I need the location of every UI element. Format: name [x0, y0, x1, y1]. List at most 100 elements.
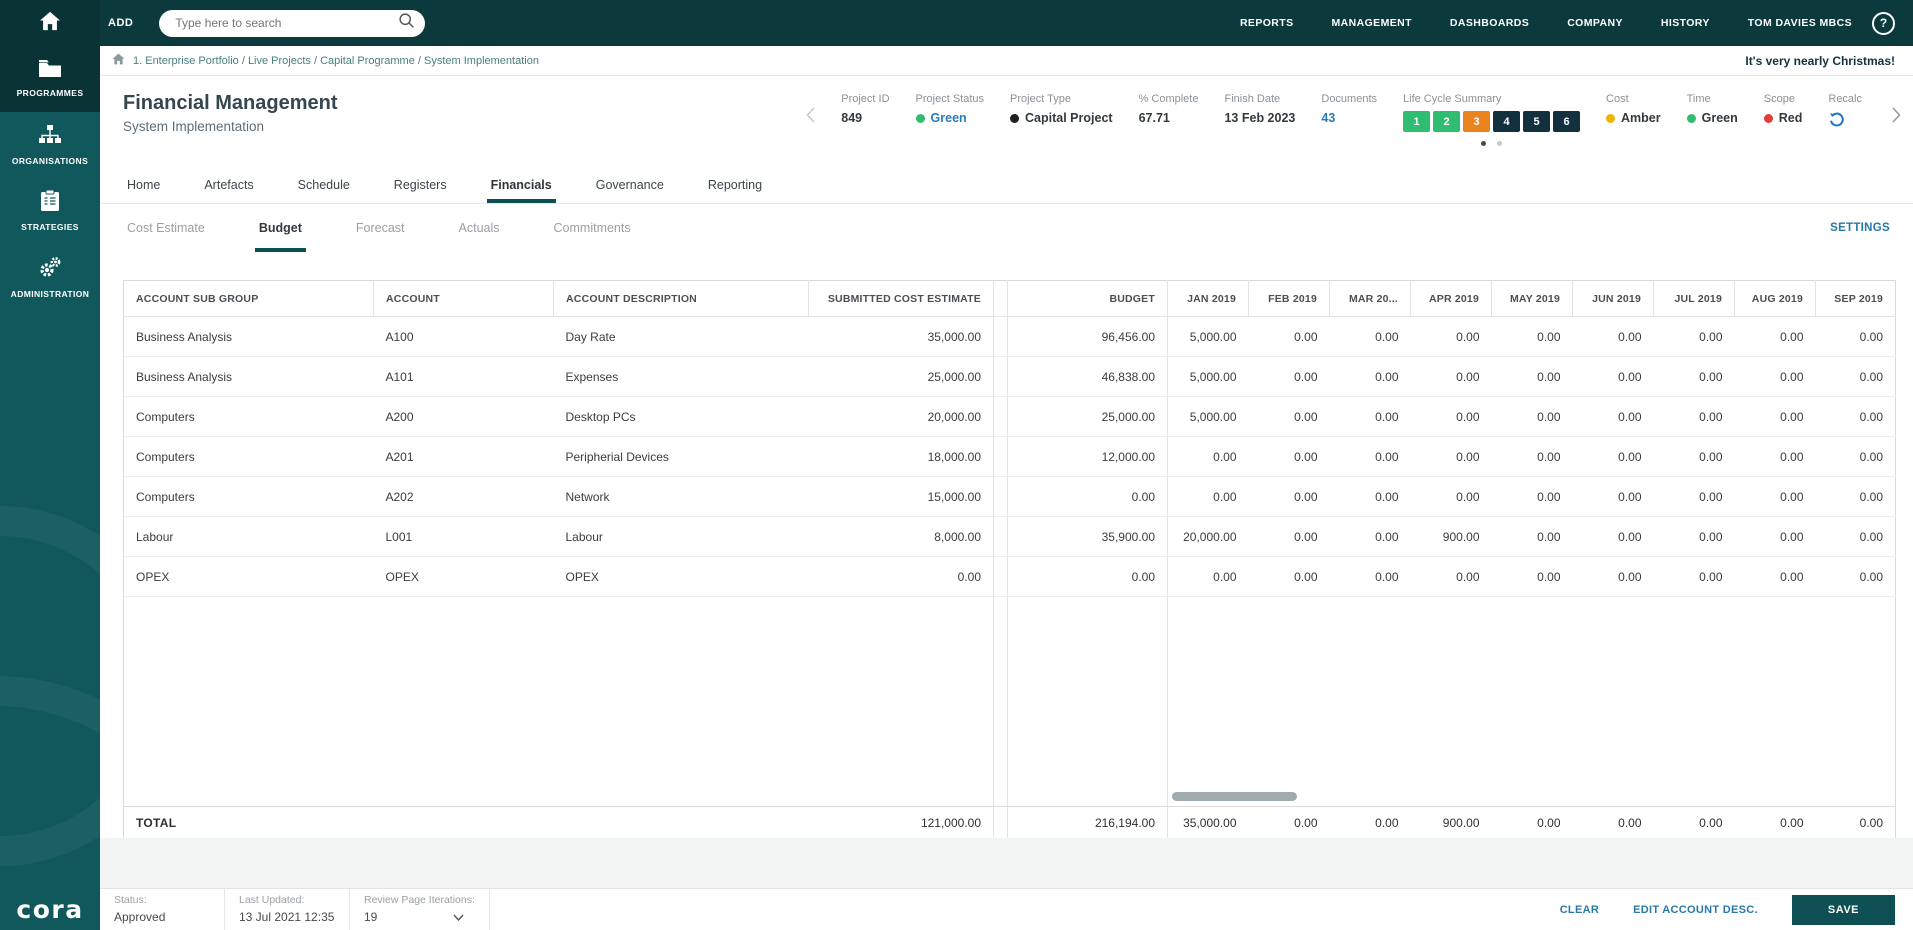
search-input[interactable] — [173, 15, 399, 31]
grid-cell[interactable]: 0.00 — [1410, 436, 1492, 477]
tab-home[interactable]: Home — [127, 178, 161, 192]
iterations-dropdown[interactable]: 19 — [364, 910, 464, 924]
grid-cell[interactable]: 5,000.00 — [1167, 356, 1249, 397]
grid-cell[interactable]: 96,456.00 — [1007, 316, 1168, 357]
grid-cell[interactable]: 0.00 — [1329, 516, 1411, 557]
grid-cell[interactable]: 0.00 — [1653, 316, 1735, 357]
grid-cell[interactable]: 0.00 — [1248, 396, 1330, 437]
grid-cell[interactable]: 46,838.00 — [1007, 356, 1168, 397]
grid-cell[interactable]: 0.00 — [1815, 396, 1896, 437]
edit-account-desc-button[interactable]: EDIT ACCOUNT DESC. — [1633, 903, 1758, 916]
grid-cell[interactable]: 0.00 — [1491, 556, 1573, 597]
tab-financials[interactable]: Financials — [486, 178, 556, 203]
grid-cell[interactable]: 0.00 — [1007, 556, 1168, 597]
grid-cell[interactable]: 0.00 — [1734, 356, 1816, 397]
lifecycle-stage-4[interactable]: 4 — [1493, 111, 1521, 132]
grid-cell[interactable]: 0.00 — [1248, 436, 1330, 477]
grid-cell[interactable]: 0.00 — [1329, 396, 1411, 437]
prev-chevron-icon[interactable] — [806, 93, 815, 123]
grid-cell[interactable]: 0.00 — [1572, 476, 1654, 517]
grid-cell[interactable]: 0.00 — [1410, 476, 1492, 517]
grid-cell[interactable]: 0.00 — [1329, 356, 1411, 397]
grid-cell[interactable]: 0.00 — [1248, 316, 1330, 357]
grid-cell[interactable]: 0.00 — [1572, 516, 1654, 557]
grid-cell[interactable]: 20,000.00 — [1167, 516, 1249, 557]
grid-cell[interactable]: 0.00 — [1329, 476, 1411, 517]
grid-cell[interactable]: 0.00 — [1410, 356, 1492, 397]
grid-cell[interactable]: 0.00 — [1572, 316, 1654, 357]
grid-cell[interactable]: 0.00 — [1653, 556, 1735, 597]
horizontal-scrollbar-thumb[interactable] — [1172, 792, 1297, 801]
grid-cell[interactable]: 0.00 — [1167, 436, 1249, 477]
grid-cell[interactable]: 0.00 — [1815, 516, 1896, 557]
project-status-value[interactable]: Green — [915, 111, 984, 125]
subtab-forecast[interactable]: Forecast — [355, 221, 405, 235]
grid-cell[interactable]: 0.00 — [1007, 476, 1168, 517]
grid-cell[interactable]: 0.00 — [1572, 356, 1654, 397]
grid-cell[interactable]: 0.00 — [1491, 396, 1573, 437]
grid-cell[interactable]: 0.00 — [1734, 516, 1816, 557]
grid-cell[interactable]: 0.00 — [1491, 516, 1573, 557]
grid-cell[interactable]: 0.00 — [1734, 436, 1816, 477]
documents-value[interactable]: 43 — [1321, 111, 1377, 125]
tab-governance[interactable]: Governance — [595, 178, 664, 192]
topbar-nav-item[interactable]: DASHBOARDS — [1449, 17, 1530, 29]
topbar-nav-item[interactable]: HISTORY — [1660, 17, 1710, 29]
topbar-nav-item[interactable]: MANAGEMENT — [1331, 17, 1412, 29]
topbar-nav-item[interactable]: TOM DAVIES MBCS — [1747, 17, 1852, 29]
grid-cell[interactable]: 0.00 — [1491, 356, 1573, 397]
clear-button[interactable]: CLEAR — [1559, 903, 1600, 916]
grid-cell[interactable]: 0.00 — [1653, 436, 1735, 477]
grid-cell[interactable]: 0.00 — [1248, 556, 1330, 597]
grid-cell[interactable]: 0.00 — [1734, 476, 1816, 517]
grid-cell[interactable]: 0.00 — [1653, 516, 1735, 557]
grid-cell[interactable]: 0.00 — [1248, 516, 1330, 557]
tab-artefacts[interactable]: Artefacts — [204, 178, 254, 192]
sidebar-item-organisations[interactable]: ORGANISATIONS — [0, 112, 100, 178]
grid-cell[interactable]: 0.00 — [1329, 316, 1411, 357]
settings-link[interactable]: SETTINGS — [1830, 222, 1890, 234]
page-dot-active[interactable] — [1481, 141, 1487, 146]
lifecycle-stage-1[interactable]: 1 — [1403, 111, 1431, 132]
topbar-nav-item[interactable]: COMPANY — [1567, 17, 1623, 29]
subtab-budget[interactable]: Budget — [254, 204, 306, 252]
sidebar-item-administration[interactable]: ADMINISTRATION — [0, 244, 100, 310]
grid-cell[interactable]: 0.00 — [1167, 476, 1249, 517]
tab-reporting[interactable]: Reporting — [707, 178, 763, 192]
grid-cell[interactable]: 0.00 — [1815, 436, 1896, 477]
subtab-actuals[interactable]: Actuals — [458, 221, 500, 235]
topbar-nav-item[interactable]: REPORTS — [1239, 17, 1294, 29]
grid-cell[interactable]: 0.00 — [1491, 316, 1573, 357]
grid-cell[interactable]: 0.00 — [1572, 556, 1654, 597]
next-chevron-icon[interactable] — [1888, 93, 1901, 123]
sidebar-item-strategies[interactable]: STRATEGIES — [0, 178, 100, 244]
grid-cell[interactable]: 0.00 — [1815, 556, 1896, 597]
grid-cell[interactable]: 0.00 — [1572, 396, 1654, 437]
grid-cell[interactable]: 0.00 — [1734, 316, 1816, 357]
grid-cell[interactable]: 5,000.00 — [1167, 316, 1249, 357]
tab-schedule[interactable]: Schedule — [297, 178, 350, 192]
grid-cell[interactable]: 0.00 — [1410, 396, 1492, 437]
breadcrumb[interactable]: 1. Enterprise Portfolio / Live Projects … — [133, 54, 539, 67]
grid-cell[interactable]: 0.00 — [1329, 556, 1411, 597]
recalc-icon[interactable] — [1828, 111, 1862, 128]
tab-registers[interactable]: Registers — [393, 178, 447, 192]
grid-cell[interactable]: 0.00 — [1248, 476, 1330, 517]
grid-cell[interactable]: 35,900.00 — [1007, 516, 1168, 557]
page-dot[interactable] — [1497, 141, 1503, 146]
grid-cell[interactable]: 12,000.00 — [1007, 436, 1168, 477]
subtab-cost-estimate[interactable]: Cost Estimate — [127, 221, 205, 235]
add-button[interactable]: ADD — [108, 17, 134, 29]
grid-cell[interactable]: 0.00 — [1653, 396, 1735, 437]
lifecycle-stage-2[interactable]: 2 — [1433, 111, 1461, 132]
grid-cell[interactable]: 0.00 — [1734, 556, 1816, 597]
grid-cell[interactable]: 0.00 — [1167, 556, 1249, 597]
grid-cell[interactable]: 900.00 — [1410, 516, 1492, 557]
grid-cell[interactable]: 0.00 — [1410, 556, 1492, 597]
grid-cell[interactable]: 0.00 — [1491, 476, 1573, 517]
grid-cell[interactable]: 0.00 — [1248, 356, 1330, 397]
grid-cell[interactable]: 0.00 — [1815, 356, 1896, 397]
grid-cell[interactable]: 0.00 — [1815, 316, 1896, 357]
lifecycle-stage-6[interactable]: 6 — [1553, 111, 1581, 132]
subtab-commitments[interactable]: Commitments — [553, 221, 631, 235]
